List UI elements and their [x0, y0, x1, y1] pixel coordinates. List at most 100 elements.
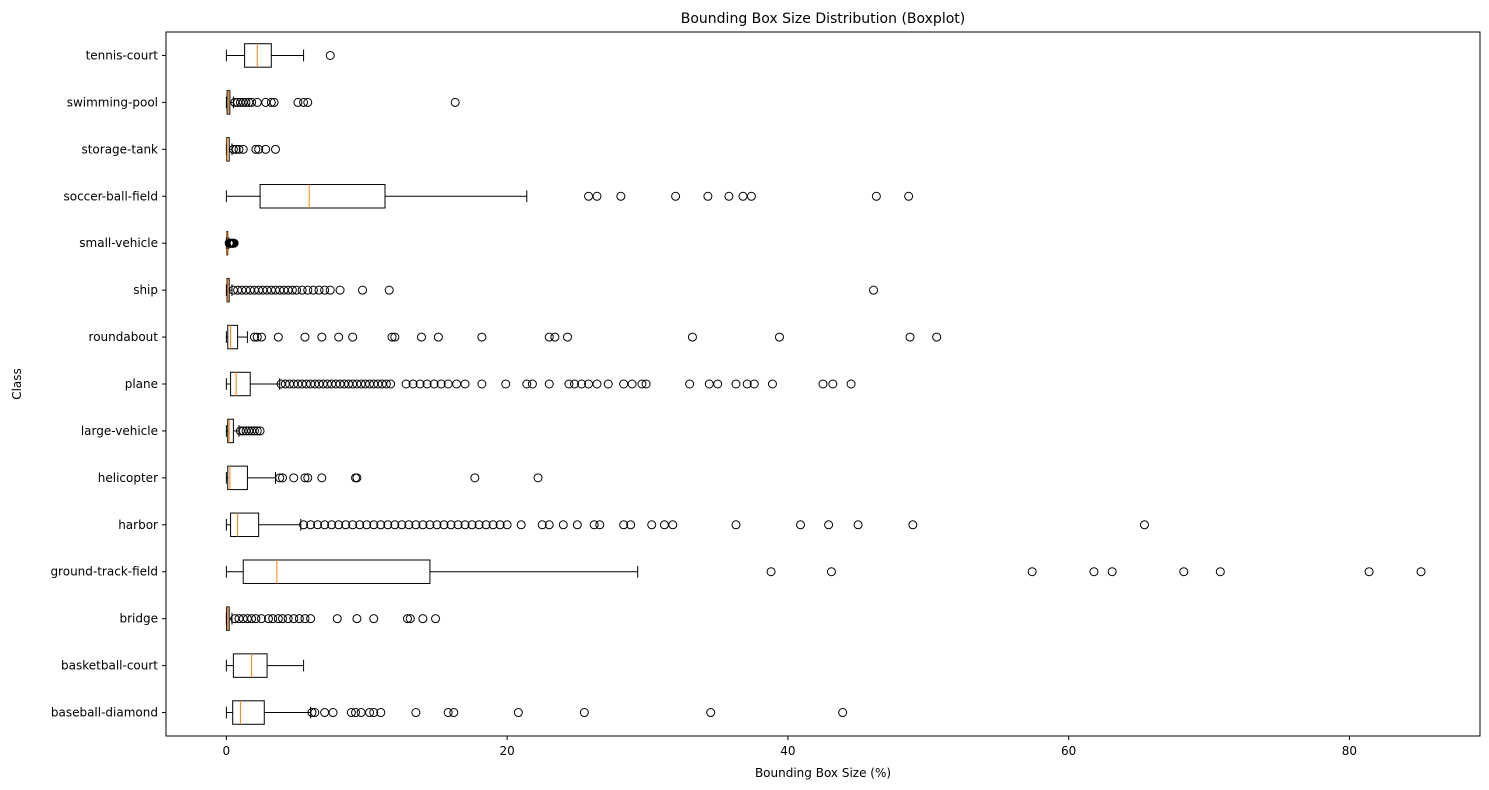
- outlier-point: [273, 332, 283, 342]
- box-small-vehicle: small-vehicle: [79, 230, 239, 256]
- outlier-point: [467, 520, 477, 530]
- y-tick-label: ship: [133, 283, 158, 297]
- outlier-point: [502, 520, 512, 530]
- outlier-point: [460, 379, 470, 389]
- outlier-point: [477, 379, 487, 389]
- outlier-point: [647, 520, 657, 530]
- x-axis-label: Bounding Box Size (%): [755, 766, 891, 780]
- box-swimming-pool: swimming-pool: [67, 90, 460, 115]
- outlier-point: [704, 379, 714, 389]
- outlier-point: [252, 426, 262, 436]
- outlier-point: [332, 614, 342, 624]
- outlier-point: [314, 285, 324, 295]
- outlier-point: [1107, 567, 1117, 577]
- outlier-point: [422, 379, 432, 389]
- outlier-point: [433, 332, 443, 342]
- outlier-point: [402, 614, 412, 624]
- outlier-point: [713, 379, 723, 389]
- outlier-point: [376, 708, 386, 718]
- outlier-point: [390, 520, 400, 530]
- outlier-point: [452, 379, 462, 389]
- outlier-point: [766, 567, 776, 577]
- y-tick-label: swimming-pool: [67, 95, 158, 109]
- outlier-point: [616, 191, 626, 201]
- outlier-point: [703, 191, 713, 201]
- outlier-point: [731, 520, 741, 530]
- y-tick-label: baseball-diamond: [51, 706, 158, 720]
- outlier-point: [307, 708, 317, 718]
- outlier-point: [313, 520, 323, 530]
- outlier-point: [544, 332, 554, 342]
- outlier-point: [749, 379, 759, 389]
- outlier-point: [558, 520, 568, 530]
- y-tick-label: large-vehicle: [81, 424, 158, 438]
- outlier-point: [577, 379, 587, 389]
- outlier-point: [474, 520, 484, 530]
- outlier-point: [397, 520, 407, 530]
- box-ground-track-field: ground-track-field: [50, 559, 1426, 584]
- outlier-point: [626, 520, 636, 530]
- outlier-point: [853, 520, 863, 530]
- outlier-point: [320, 708, 330, 718]
- outlier-point: [905, 332, 915, 342]
- outlier-point: [429, 379, 439, 389]
- outlier-point: [871, 191, 881, 201]
- y-tick-label: helicopter: [98, 471, 158, 485]
- outlier-point: [247, 97, 257, 107]
- outlier-point: [369, 708, 379, 718]
- outlier-point: [300, 473, 310, 483]
- outlier-point: [283, 614, 293, 624]
- outlier-point: [746, 191, 756, 201]
- outlier-point: [495, 520, 505, 530]
- box-large-vehicle: large-vehicle: [81, 418, 265, 444]
- outlier-point: [418, 520, 428, 530]
- outlier-point: [584, 191, 594, 201]
- outlier-point: [256, 332, 266, 342]
- outlier-point: [453, 520, 463, 530]
- outlier-point: [303, 285, 313, 295]
- outlier-point: [294, 614, 304, 624]
- box-tennis-court: tennis-court: [86, 43, 335, 68]
- outlier-point: [685, 379, 695, 389]
- outlier-point: [904, 191, 914, 201]
- outlier-point: [251, 144, 261, 154]
- outlier-point: [376, 520, 386, 530]
- x-tick-label: 0: [223, 744, 231, 758]
- outlier-point: [341, 520, 351, 530]
- outlier-point: [320, 520, 330, 530]
- box-basketball-court: basketball-court: [61, 653, 305, 678]
- outlier-point: [415, 379, 425, 389]
- outlier-point: [335, 285, 345, 295]
- outlier-point: [269, 97, 279, 107]
- outlier-point: [1089, 567, 1099, 577]
- y-tick-label: tennis-court: [86, 48, 159, 62]
- outlier-point: [352, 473, 362, 483]
- outlier-point: [275, 473, 285, 483]
- outlier-point: [592, 191, 602, 201]
- outlier-point: [303, 97, 313, 107]
- outlier-point: [671, 191, 681, 201]
- outlier-point: [404, 520, 414, 530]
- outlier-point: [411, 520, 421, 530]
- box-plane: plane: [125, 371, 856, 397]
- outlier-point: [846, 379, 856, 389]
- outlier-point: [579, 708, 589, 718]
- outlier-point: [247, 614, 257, 624]
- outlier-point: [706, 708, 716, 718]
- outlier-point: [563, 332, 572, 342]
- iqr-box: [232, 653, 268, 678]
- plot-area: 0 20 40 60 80 baseball-diamond basketball-cour…: [50, 43, 1426, 758]
- chart-title: Bounding Box Size Distribution (Boxplot): [681, 11, 965, 27]
- outlier-point: [1027, 567, 1037, 577]
- outlier-point: [826, 567, 836, 577]
- outlier-point: [278, 473, 288, 483]
- outlier-point: [390, 332, 400, 342]
- outlier-point: [297, 285, 307, 295]
- iqr-box: [259, 184, 386, 209]
- outlier-point: [289, 473, 299, 483]
- outlier-point: [908, 520, 918, 530]
- outlier-point: [255, 426, 265, 436]
- outlier-point: [418, 614, 428, 624]
- outlier-point: [537, 520, 547, 530]
- outlier-point: [932, 332, 942, 342]
